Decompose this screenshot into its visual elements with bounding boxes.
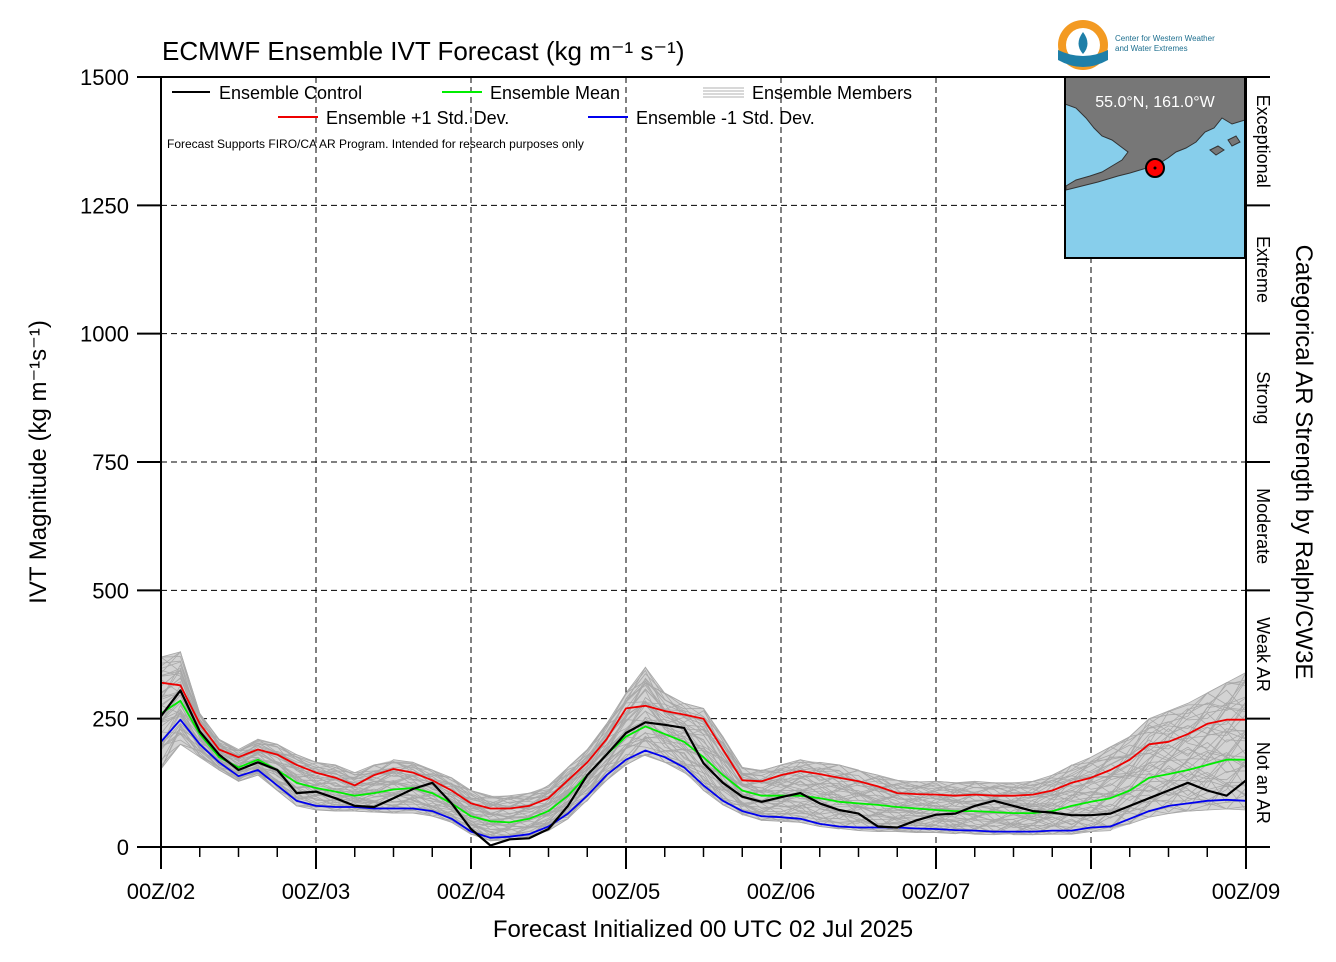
ensemble-member-line: [161, 739, 1246, 842]
ensemble-members: [161, 651, 1246, 842]
legend-swatch-members: [703, 87, 744, 98]
chart-title: ECMWF Ensemble IVT Forecast (kg m⁻¹ s⁻¹): [162, 36, 684, 66]
ensemble-member-line: [161, 723, 1246, 835]
x-tick-label: 00Z/05: [592, 879, 661, 904]
ensemble-member-line: [161, 679, 1246, 814]
x-tick-label: 00Z/02: [127, 879, 196, 904]
y-tick-label: 1000: [80, 322, 129, 347]
ensemble-control-line: [161, 689, 1246, 847]
inset-map: 55.0°N, 161.0°W: [1064, 76, 1246, 259]
ensemble-member-line: [161, 680, 1246, 812]
logo-text-line1: Center for Western Weather: [1115, 34, 1215, 43]
category-label: Weak AR: [1253, 617, 1273, 692]
x-tick-label: 00Z/06: [747, 879, 816, 904]
y-tick-label: 1500: [80, 65, 129, 90]
y-axis-label: IVT Magnitude (kg m⁻¹s⁻¹): [25, 320, 52, 604]
category-label: Extreme: [1253, 236, 1273, 303]
series-lines: [161, 681, 1246, 847]
logo-text-line2: and Water Extremes: [1115, 44, 1188, 53]
legend-label-control: Ensemble Control: [219, 83, 362, 103]
x-tick-label: 00Z/03: [282, 879, 351, 904]
x-tick-label: 00Z/09: [1212, 879, 1281, 904]
inset-land: [1064, 76, 1246, 191]
y-tick-label: 500: [92, 578, 129, 603]
y-axis: 0 250 500 750 1000 1250 1500: [80, 65, 161, 860]
ensemble-member-line: [161, 651, 1246, 804]
ensemble-member-line: [161, 661, 1246, 804]
category-label: Not an AR: [1253, 742, 1273, 824]
x-tick-label: 00Z/08: [1057, 879, 1126, 904]
category-axis: Not an AR Weak AR Moderate Strong Extreme Exc…: [1246, 76, 1273, 848]
ensemble-plus-std-line: [161, 681, 1246, 810]
x-tick-label: 00Z/04: [437, 879, 506, 904]
ensemble-member-line: [161, 669, 1246, 810]
legend-label-mean: Ensemble Mean: [490, 83, 620, 103]
research-note: Forecast Supports FIRO/CA AR Program. In…: [167, 137, 584, 151]
legend-label-members: Ensemble Members: [752, 83, 912, 103]
category-label: Exceptional: [1253, 95, 1273, 188]
y-tick-label: 1250: [80, 193, 129, 218]
y-tick-label: 250: [92, 707, 129, 732]
x-axis-label: Forecast Initialized 00 UTC 02 Jul 2025: [493, 916, 913, 943]
y-tick-label: 0: [117, 835, 129, 860]
ensemble-member-line: [161, 651, 1246, 801]
ensemble-mean-line: [161, 699, 1246, 824]
category-label: Strong: [1253, 371, 1273, 424]
inset-location-label: 55.0°N, 161.0°W: [1095, 94, 1215, 111]
legend-label-minus-std: Ensemble -1 Std. Dev.: [636, 108, 815, 128]
ensemble-member-line: [161, 666, 1246, 798]
cw3e-logo: Center for Western Weather and Water Ext…: [1058, 20, 1215, 70]
category-label: Moderate: [1253, 488, 1273, 564]
legend: Ensemble Control Ensemble Mean Ensemble …: [167, 83, 912, 151]
legend-label-plus-std: Ensemble +1 Std. Dev.: [326, 108, 509, 128]
inset-frame: [1064, 76, 1246, 259]
ensemble-member-line: [161, 669, 1246, 819]
x-tick-label: 00Z/07: [902, 879, 971, 904]
x-axis: 00Z/02 00Z/03 00Z/04 00Z/05 00Z/06 00Z/07 00Z/…: [127, 847, 1281, 904]
y-tick-label: 750: [92, 450, 129, 475]
ensemble-minus-std-line: [161, 718, 1246, 839]
category-axis-label: Categorical AR Strength by Ralph/CW3E: [1290, 245, 1317, 680]
